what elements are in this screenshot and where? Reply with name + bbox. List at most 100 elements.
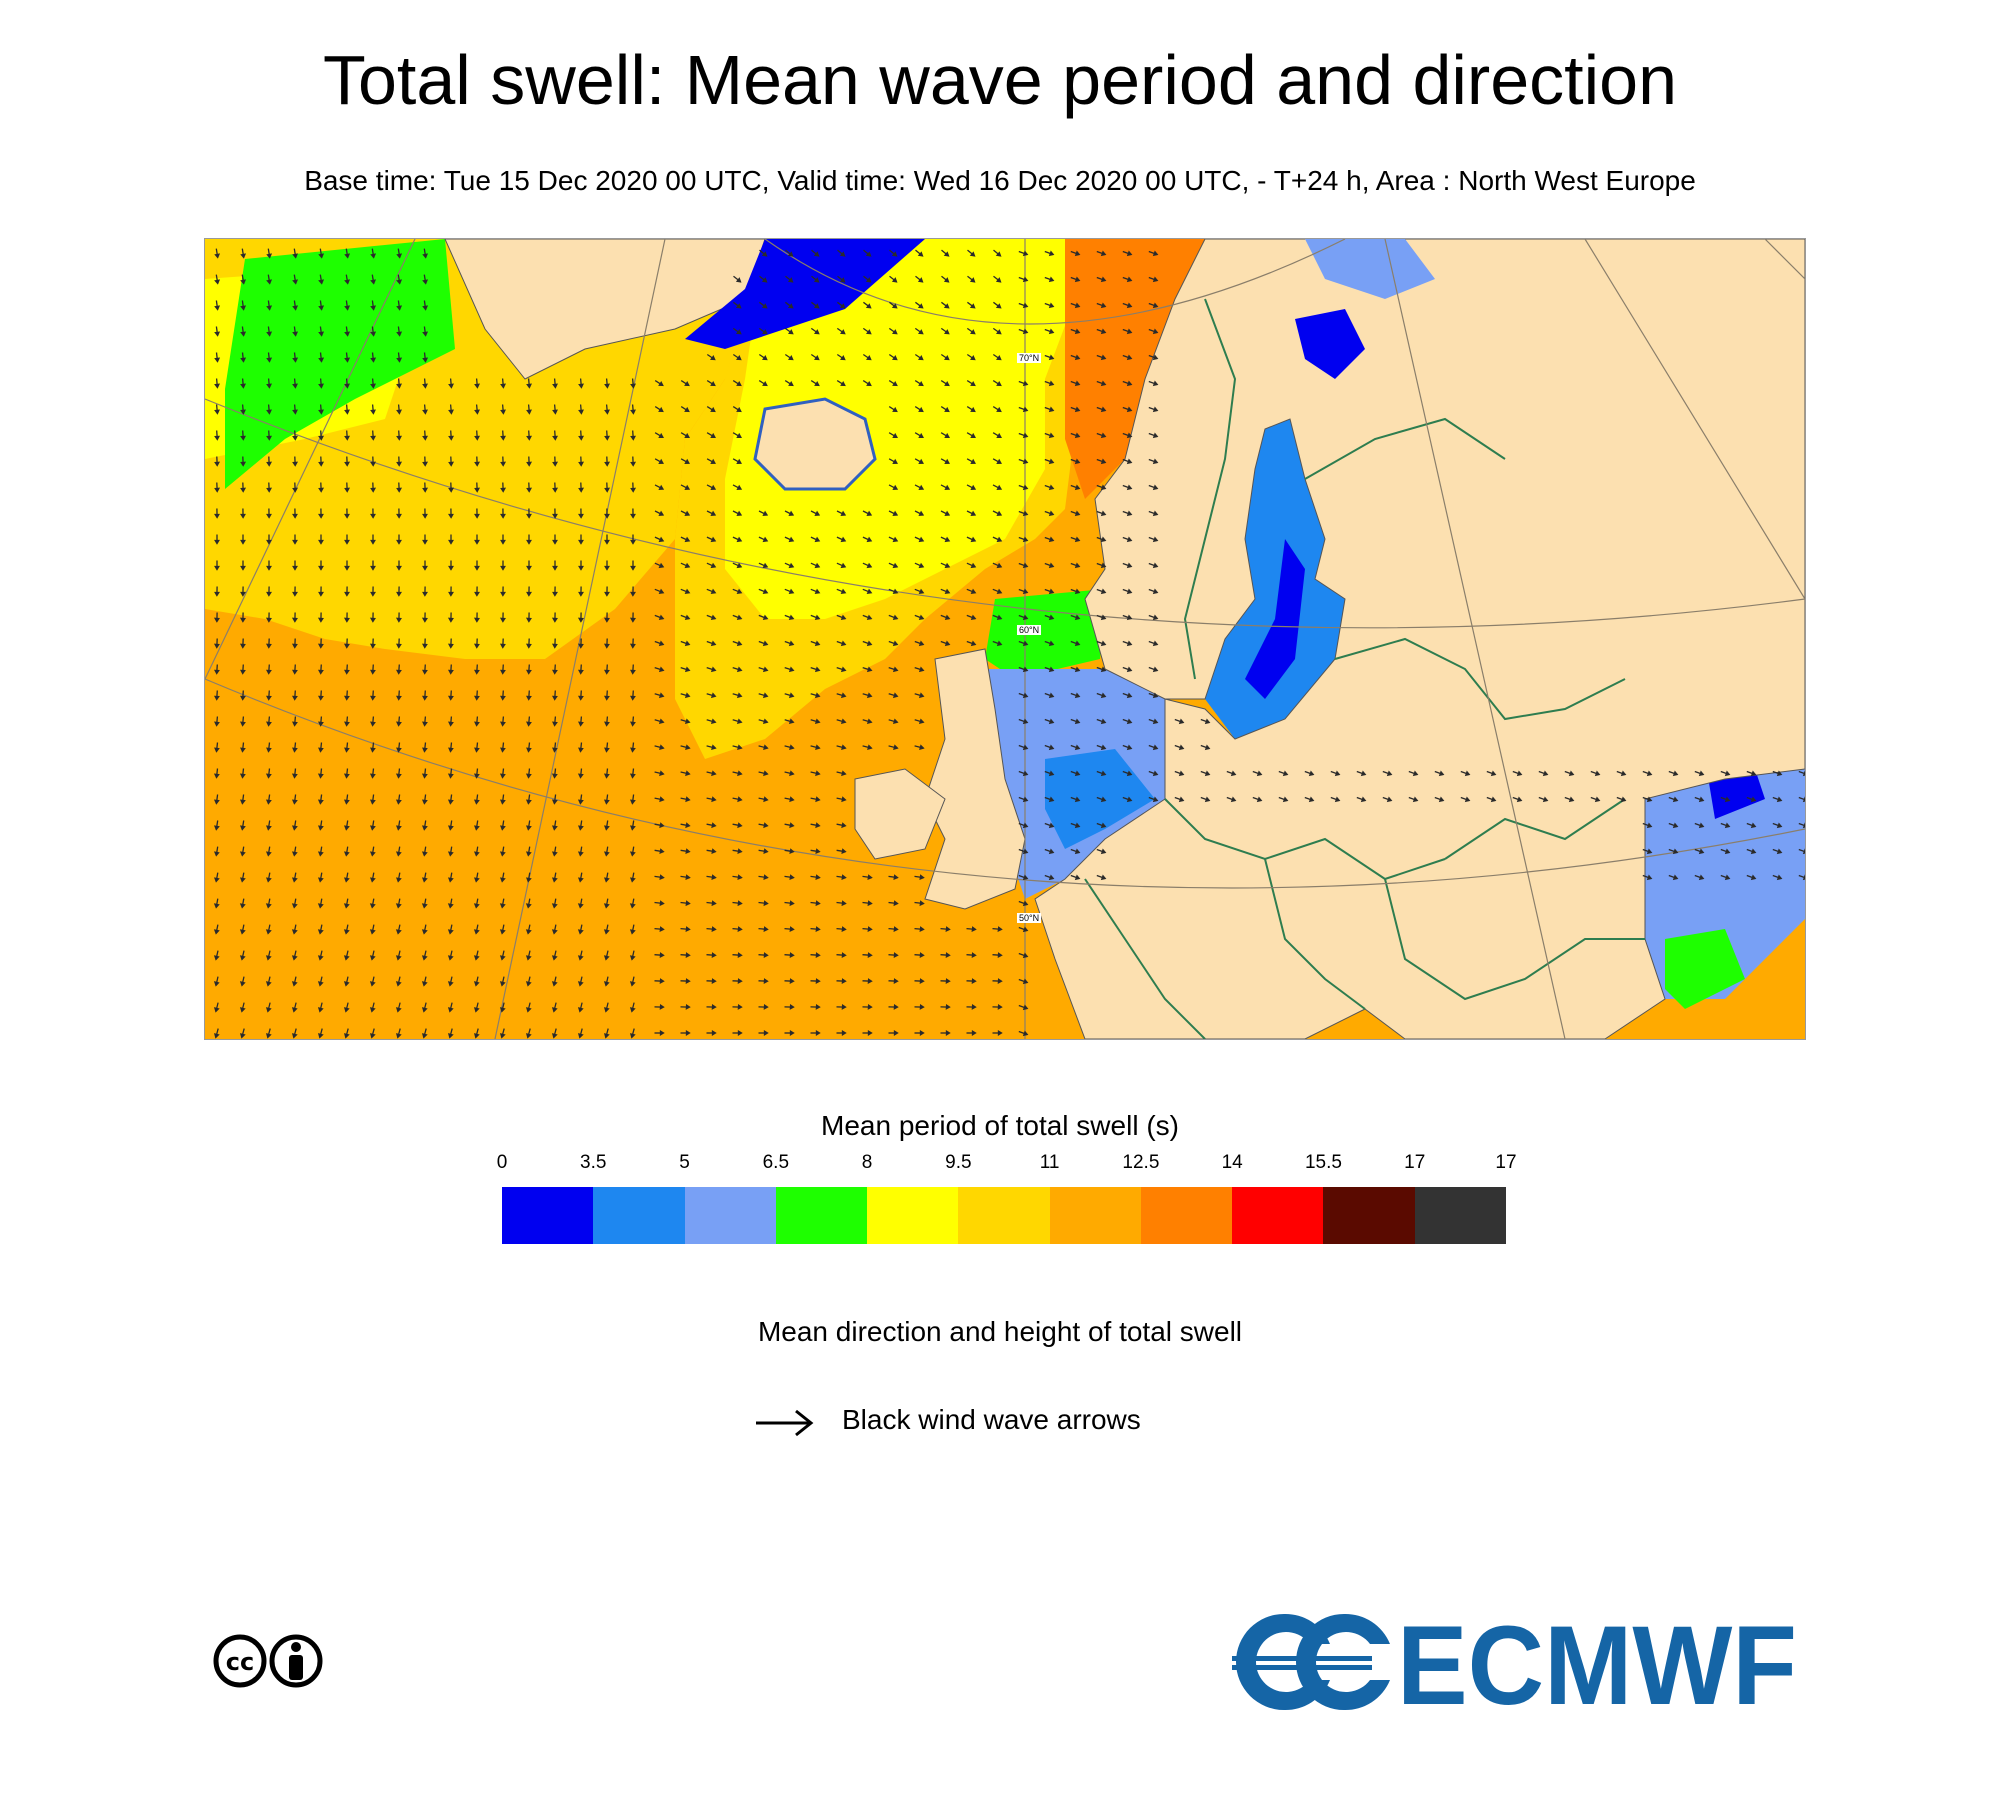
- swell-arrow-head: [711, 848, 717, 855]
- swell-arrow-head: [735, 354, 742, 361]
- chart-subtitle: Base time: Tue 15 Dec 2020 00 UTC, Valid…: [304, 165, 1696, 196]
- swell-arrow-head: [499, 955, 506, 961]
- colorbar: #0000f0#1e87f0#78a0f5#1eff00#ffff00#ffd7…: [502, 1187, 1506, 1244]
- swell-arrow-head: [577, 903, 584, 909]
- swell-arrow-head: [1126, 744, 1133, 751]
- swell-arrow-head: [761, 329, 768, 335]
- swell-arrow-head: [995, 329, 1002, 335]
- swell-arrow-head: [1100, 770, 1107, 777]
- swell-arrow-head: [473, 773, 480, 779]
- swell-arrow-head: [395, 981, 402, 987]
- swell-arrow-head: [684, 562, 691, 569]
- swell-arrow-head: [396, 253, 403, 259]
- swell-arrow-head: [551, 877, 558, 883]
- swell-arrow-head: [917, 251, 924, 257]
- swell-arrow-head: [370, 435, 376, 441]
- swell-arrow-head: [1412, 770, 1419, 777]
- swell-arrow-head: [1776, 848, 1783, 855]
- swell-arrow-head: [473, 955, 480, 961]
- swell-arrow-head: [892, 640, 899, 647]
- swell-arrow-head: [814, 666, 821, 673]
- swell-arrow-head: [265, 825, 272, 831]
- swell-arrow-head: [658, 562, 665, 569]
- colorbar-tick-label: 9.5: [945, 1152, 972, 1173]
- swell-arrow-head: [763, 978, 769, 985]
- swell-arrow-head: [1022, 770, 1029, 777]
- swell-arrow-head: [685, 848, 691, 855]
- swell-arrow-head: [891, 354, 898, 361]
- swell-arrow-head: [292, 279, 299, 285]
- swell-arrow-head: [525, 981, 532, 987]
- swell-arrow-head: [944, 562, 951, 569]
- swell-arrow-head: [1022, 250, 1029, 257]
- swell-arrow-head: [892, 536, 899, 543]
- swell-arrow-head: [1100, 484, 1107, 491]
- colorbar-tick-label: 12.5: [1122, 1152, 1160, 1173]
- swell-arrow-head: [710, 588, 717, 595]
- swell-arrow-head: [892, 380, 898, 387]
- swell-arrow-head: [710, 666, 717, 673]
- swell-arrow-head: [422, 513, 428, 519]
- swell-arrow-head: [1048, 822, 1055, 829]
- swell-arrow-head: [1568, 770, 1575, 777]
- swell-arrow-head: [1126, 432, 1133, 439]
- colorbar-tick-label: 14: [1221, 1152, 1243, 1173]
- swell-arrow-head: [866, 536, 873, 543]
- swell-arrow-head: [317, 955, 324, 961]
- swell-arrow-head: [919, 1030, 925, 1036]
- swell-arrow-head: [552, 487, 559, 493]
- swell-arrow-head: [1230, 796, 1237, 803]
- swell-arrow-head: [370, 357, 377, 363]
- swell-arrow-head: [711, 770, 717, 777]
- swell-arrow-head: [815, 796, 821, 803]
- swell-arrow-head: [344, 279, 351, 285]
- swell-arrow-head: [1126, 458, 1133, 465]
- black-sea-green: [1665, 929, 1745, 1009]
- swell-arrow-head: [866, 510, 873, 517]
- swell-arrow-head: [369, 877, 376, 883]
- swell-arrow-head: [737, 874, 743, 881]
- swell-arrow-head: [499, 617, 506, 623]
- swell-arrow-head: [1620, 796, 1627, 803]
- swell-arrow-head: [500, 435, 506, 441]
- swell-arrow-head: [292, 487, 299, 493]
- swell-arrow-head: [710, 614, 717, 621]
- swell-arrow-head: [1100, 718, 1107, 725]
- swell-arrow-head: [422, 253, 429, 259]
- swell-arrow-head: [214, 565, 220, 571]
- colorbar-tick-label: 17: [1404, 1152, 1426, 1173]
- swell-arrow-head: [969, 277, 976, 283]
- swell-arrow-head: [736, 536, 743, 543]
- swell-arrow-head: [1048, 562, 1055, 569]
- swell-arrow-head: [447, 799, 454, 805]
- swell-arrow-head: [1074, 432, 1081, 439]
- swell-arrow-head: [1100, 458, 1107, 465]
- swell-arrow-head: [266, 279, 273, 285]
- swell-arrow-head: [1126, 276, 1133, 283]
- swell-arrow-head: [240, 721, 246, 727]
- swell-arrow-head: [422, 305, 429, 311]
- swell-arrow-head: [840, 562, 847, 569]
- swell-arrow-head: [214, 513, 220, 519]
- swell-arrow-head: [318, 539, 324, 545]
- swell-arrow-head: [1074, 380, 1081, 387]
- swell-arrow-head: [500, 487, 507, 493]
- swell-arrow-head: [841, 900, 847, 907]
- swell-arrow-head: [840, 666, 847, 673]
- swell-arrow-head: [1022, 458, 1029, 465]
- swell-arrow-head: [1152, 328, 1159, 335]
- swell-arrow-head: [603, 981, 610, 987]
- swell-arrow-head: [1022, 510, 1029, 517]
- swell-arrow-head: [918, 692, 925, 699]
- swell-arrow-head: [629, 903, 636, 909]
- swell-arrow-head: [944, 536, 951, 543]
- swell-arrow-head: [813, 329, 820, 335]
- swell-arrow-head: [318, 383, 324, 389]
- swell-arrow-head: [422, 461, 429, 467]
- swell-arrow-head: [1074, 562, 1081, 569]
- swell-arrow-head: [1022, 874, 1029, 881]
- swell-arrow-head: [292, 721, 298, 727]
- swell-arrow-head: [395, 1033, 402, 1039]
- swell-arrow-head: [526, 669, 532, 675]
- swell-arrow-head: [240, 513, 246, 519]
